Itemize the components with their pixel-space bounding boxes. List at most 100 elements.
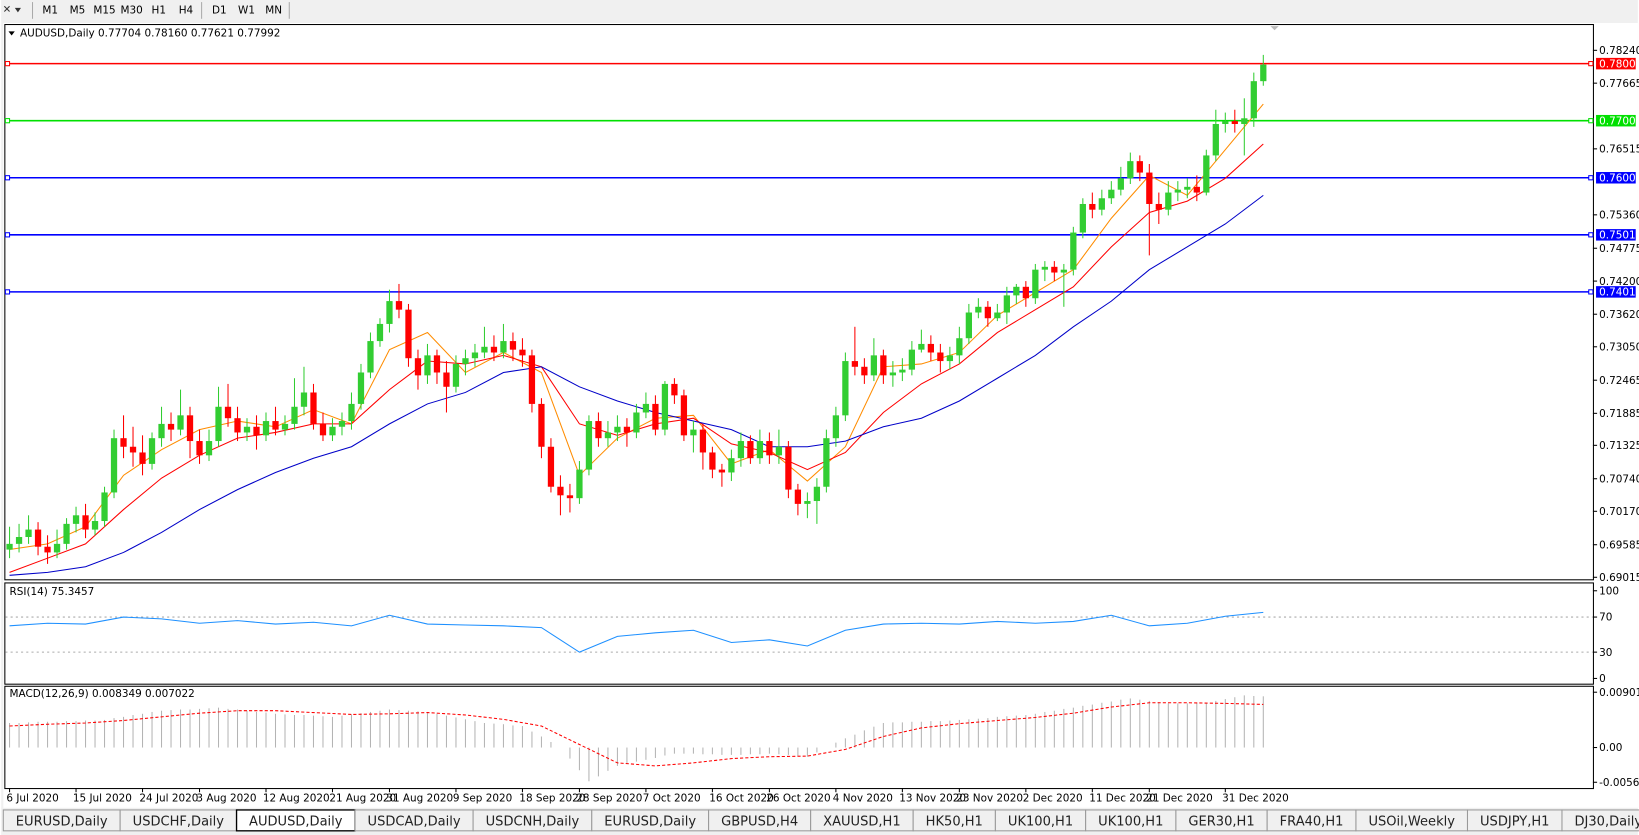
chart-tab[interactable]: EURUSD,Daily <box>591 809 710 832</box>
candle-body <box>1022 286 1029 299</box>
candle-body <box>405 309 412 359</box>
chart-tab[interactable]: USDCNH,Daily <box>472 809 593 832</box>
chart-tab[interactable]: HK50,H1 <box>912 809 996 832</box>
chart-tab[interactable]: FRA40,H1 <box>1266 809 1357 832</box>
timeframe-label[interactable]: M15 <box>93 5 115 17</box>
candle-body <box>177 415 184 430</box>
chart-tab[interactable]: USOil,Weekly <box>1355 809 1469 832</box>
timeframe-label[interactable]: M30 <box>121 5 143 17</box>
y-tick-label: 0.009016 <box>1599 687 1639 699</box>
tab-label[interactable]: USDCAD,Daily <box>368 815 461 830</box>
candle-body <box>880 355 887 376</box>
timeframe-button[interactable]: M5 <box>70 5 86 17</box>
tab-background[interactable] <box>1561 809 1639 832</box>
y-tick-label: 0.77665 <box>1599 78 1639 90</box>
chart-tab[interactable]: UK100,H1 <box>994 809 1087 832</box>
timeframe-button[interactable]: H4 <box>179 5 194 17</box>
candle-body <box>6 543 13 550</box>
candle-body <box>329 426 336 436</box>
timeframe-button[interactable]: MN <box>265 5 282 17</box>
rsi-panel <box>4 582 1594 685</box>
candle-body <box>547 446 555 487</box>
y-tick-label: 0.70170 <box>1599 506 1639 518</box>
timeframe-label[interactable]: D1 <box>212 5 227 17</box>
candle-body <box>1060 269 1067 273</box>
y-tick-label: 0.73620 <box>1599 309 1639 321</box>
y-tick-label: 0.71885 <box>1599 408 1639 420</box>
candle-body <box>53 543 61 553</box>
timeframe-button[interactable]: M1 <box>42 5 58 17</box>
timeframe-label[interactable]: H4 <box>179 5 194 17</box>
toolbar-icon[interactable] <box>3 5 21 13</box>
candle-body <box>1165 192 1172 210</box>
level-handle <box>4 175 11 181</box>
timeframe-button[interactable]: M30 <box>121 5 143 17</box>
candle-body <box>148 438 156 464</box>
x-tick-label: 21 Dec 2020 <box>1146 793 1213 805</box>
timeframe-label[interactable]: H1 <box>152 5 166 17</box>
candle-body <box>965 312 972 339</box>
tab-label[interactable]: XAUUSD,H1 <box>823 815 900 830</box>
tab-label[interactable]: DJ30,Daily <box>1575 815 1639 830</box>
indicator-line <box>9 611 1264 653</box>
timeframe-button[interactable]: D1 <box>212 5 227 17</box>
timeframe-label[interactable]: W1 <box>238 5 255 17</box>
tab-label[interactable]: GER30,H1 <box>1188 815 1254 830</box>
candle-body <box>804 501 811 504</box>
tab-label[interactable]: GBPUSD,H4 <box>721 815 798 830</box>
level-price-label: 0.77008 <box>1599 115 1639 127</box>
candle-body <box>642 403 650 413</box>
x-tick-label: 6 Jul 2020 <box>6 793 58 805</box>
y-tick-label: 70 <box>1599 612 1612 624</box>
candle-body <box>566 495 574 499</box>
tab-label[interactable]: HK50,H1 <box>926 815 983 830</box>
chart-tab[interactable]: GBPUSD,H4 <box>708 809 812 832</box>
x-tick-label: 15 Jul 2020 <box>73 793 132 805</box>
tab-label[interactable]: FRA40,H1 <box>1280 815 1344 830</box>
candle-body <box>994 312 1001 319</box>
chart-tab[interactable]: USDCHF,Daily <box>119 809 238 832</box>
y-tick-label: 0.73050 <box>1599 341 1639 353</box>
tab-label[interactable]: USDCNH,Daily <box>486 815 580 830</box>
candle-body <box>718 469 726 473</box>
chart-tab[interactable]: DJ30,Daily <box>1561 809 1639 832</box>
x-tick-label: 11 Dec 2020 <box>1089 793 1156 805</box>
candle-body <box>82 515 89 530</box>
candle-body <box>633 412 640 433</box>
symbol-menu-arrow[interactable] <box>8 31 15 36</box>
candle-body <box>984 306 991 319</box>
chart-tab[interactable]: USDCAD,Daily <box>354 809 474 832</box>
tab-label[interactable]: AUDUSD,Daily <box>249 815 343 830</box>
timeframe-button[interactable]: M15 <box>93 5 115 17</box>
tab-label[interactable]: EURUSD,Daily <box>16 815 108 830</box>
timeframe-button[interactable]: W1 <box>238 5 255 17</box>
x-tick-label: 7 Oct 2020 <box>643 793 701 805</box>
candle-body <box>652 403 659 430</box>
candle-body <box>794 489 802 504</box>
candle-body <box>1041 266 1048 270</box>
tab-label[interactable]: USOil,Weekly <box>1368 815 1455 830</box>
timeframe-label[interactable]: M5 <box>70 5 86 17</box>
candle-body <box>1108 189 1115 199</box>
tab-label[interactable]: EURUSD,Daily <box>604 815 696 830</box>
chart-tab[interactable]: EURUSD,Daily <box>2 809 121 832</box>
tab-label[interactable]: UK100,H1 <box>1008 815 1073 830</box>
candle-body <box>433 355 441 373</box>
timeframe-label[interactable]: MN <box>265 5 282 17</box>
candle-body <box>927 343 934 353</box>
candle-body <box>452 363 460 387</box>
chart-tab[interactable]: GER30,H1 <box>1175 809 1268 832</box>
chart-tab[interactable]: XAUUSD,H1 <box>810 809 914 832</box>
tab-label[interactable]: USDJPY,H1 <box>1480 815 1549 830</box>
tab-label[interactable]: UK100,H1 <box>1098 815 1163 830</box>
chart-tab[interactable]: USDJPY,H1 <box>1466 809 1563 832</box>
chart-tab[interactable]: UK100,H1 <box>1085 809 1177 832</box>
chart-tab[interactable]: AUDUSD,Daily <box>235 809 356 832</box>
candle-body <box>1127 161 1134 179</box>
timeframe-label[interactable]: M1 <box>42 5 58 17</box>
candle-body <box>538 403 545 447</box>
timeframe-button[interactable]: H1 <box>152 5 166 17</box>
candle-body <box>215 406 222 442</box>
tab-label[interactable]: USDCHF,Daily <box>133 815 225 830</box>
